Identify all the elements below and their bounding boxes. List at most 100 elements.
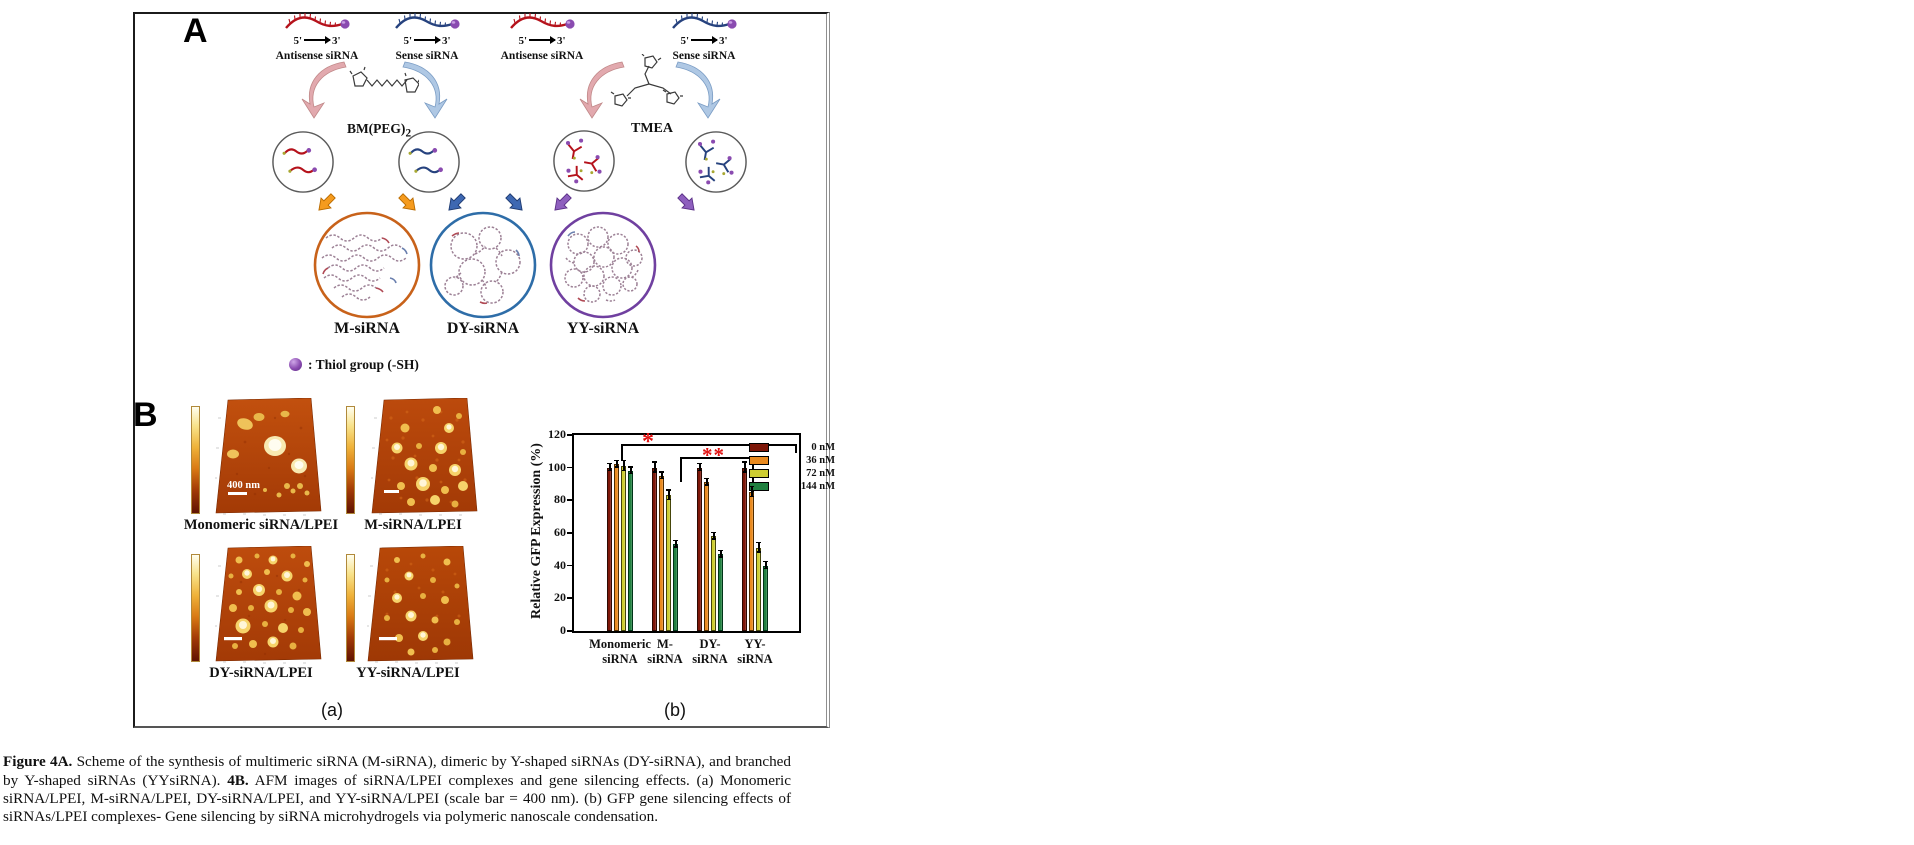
afm-image-m-sirna bbox=[371, 398, 478, 516]
bar-72nM-g3 bbox=[756, 547, 761, 631]
bracket-leg bbox=[795, 444, 797, 453]
error-cap bbox=[711, 538, 716, 540]
three-prime-label: 3' bbox=[332, 35, 341, 47]
strand-name: Antisense siRNA bbox=[275, 50, 359, 62]
block-arrow-blue-icon bbox=[448, 193, 466, 211]
afm-scale-text: 400 nm bbox=[227, 480, 260, 491]
sirna-strand-blue-icon bbox=[672, 13, 737, 29]
error-cap bbox=[621, 459, 626, 462]
bar-36nM-g2 bbox=[704, 482, 709, 631]
afm-label-yy-sirna: YY-siRNA/LPEI bbox=[356, 665, 460, 681]
legend-row: 72 nM bbox=[749, 467, 835, 479]
error-cap bbox=[763, 567, 768, 569]
error-cap bbox=[763, 561, 768, 563]
legend-label: 36 nM bbox=[806, 454, 835, 466]
bar-72nM-g0 bbox=[621, 466, 626, 631]
y-tick-label: 40 bbox=[554, 557, 566, 572]
bar-0nM-g2 bbox=[697, 467, 702, 631]
thiol-sphere-icon bbox=[565, 19, 575, 29]
strand-column-sense-2: 5' 3' Sense siRNA bbox=[642, 12, 766, 62]
error-bar bbox=[668, 490, 670, 501]
y-tick-mark bbox=[567, 434, 574, 436]
x-category-label: M-siRNA bbox=[647, 637, 683, 666]
caption-bold-segment: Figure 4A. bbox=[3, 753, 73, 771]
error-cap bbox=[673, 546, 678, 548]
yshape-antisense-circle-icon bbox=[553, 130, 615, 192]
block-arrow-purple-icon bbox=[677, 193, 695, 211]
block-arrow-purple-icon bbox=[554, 193, 572, 211]
bar-144nM-g2 bbox=[718, 554, 723, 631]
legend-row: 36 nM bbox=[749, 454, 835, 466]
thiol-sphere-icon bbox=[450, 19, 460, 29]
y-tick-mark bbox=[567, 466, 574, 469]
afm-image-yy-sirna bbox=[367, 546, 474, 664]
y-tick-mark bbox=[567, 499, 574, 501]
error-bar bbox=[720, 550, 722, 558]
y-tick-mark bbox=[567, 532, 574, 534]
error-bar bbox=[623, 461, 625, 471]
error-cap bbox=[718, 549, 723, 551]
error-cap bbox=[711, 531, 716, 533]
block-arrow-orange-icon bbox=[318, 193, 336, 211]
gfp-expression-bar-chart: * ** 0 nM 36 nM 72 nM 144 nM 0 20 40 60 80 100 12… bbox=[548, 427, 835, 666]
x-category-label: DY-siRNA bbox=[692, 637, 728, 666]
linker-tmea-label: TMEA bbox=[631, 121, 673, 136]
legend-swatch-icon bbox=[749, 442, 769, 452]
y-tick-mark bbox=[567, 597, 574, 599]
y-tick-mark bbox=[567, 630, 574, 632]
bar-0nM-g3 bbox=[742, 467, 747, 631]
afm-image-dy-sirna bbox=[215, 546, 322, 664]
bar-0nM-g0 bbox=[607, 467, 612, 631]
error-cap bbox=[652, 471, 657, 473]
curved-arrow-blue-icon bbox=[402, 61, 448, 119]
sirna-strand-red-icon bbox=[285, 13, 350, 29]
figure-frame: A 5' 3' Antisense siRNA 5' 3' bbox=[133, 12, 835, 728]
error-cap bbox=[742, 471, 747, 473]
product-label-yy-sirna: YY-siRNA bbox=[566, 320, 640, 337]
bar-144nM-g1 bbox=[673, 544, 678, 631]
error-bar bbox=[661, 472, 663, 480]
caption-segment: Scheme of the synthesis of multimeric si… bbox=[3, 753, 791, 789]
strand-direction: 5' 3' bbox=[403, 35, 451, 47]
afm-label-monomeric: Monomeric siRNA/LPEI bbox=[183, 517, 339, 533]
y-tick-label: 60 bbox=[554, 525, 566, 539]
error-bar bbox=[744, 462, 746, 473]
bar-144nM-g3 bbox=[763, 565, 768, 631]
afm-label-dy-sirna: DY-siRNA/LPEI bbox=[209, 665, 313, 681]
error-cap bbox=[652, 461, 657, 463]
x-category-label: Monomeric siRNA bbox=[589, 637, 651, 666]
yshape-sense-circle-icon bbox=[685, 131, 747, 193]
curved-arrow-blue-icon bbox=[675, 61, 721, 119]
curved-arrow-pink-icon bbox=[301, 61, 347, 119]
figure-caption: Figure 4A. Scheme of the synthesis of mu… bbox=[3, 753, 791, 827]
error-bar bbox=[713, 533, 715, 540]
significance-bracket-2 bbox=[680, 457, 754, 459]
bar-144nM-g0 bbox=[628, 470, 633, 631]
x-category-label: YY-siRNA bbox=[737, 637, 773, 666]
strand-direction: 5' 3' bbox=[255, 36, 379, 48]
legend-label: 72 nM bbox=[806, 467, 835, 479]
monomer-sense-circle-icon bbox=[398, 131, 460, 193]
chart-legend: 0 nM 36 nM 72 nM 144 nM bbox=[749, 441, 835, 493]
panel-b-letter: B bbox=[133, 396, 158, 434]
y-tick-mark bbox=[567, 564, 574, 567]
error-cap bbox=[659, 471, 664, 473]
y-tick-label: 120 bbox=[548, 427, 566, 441]
subpanel-a-label: (a) bbox=[321, 700, 343, 720]
scale-bar-icon bbox=[379, 637, 397, 641]
block-arrow-blue-icon bbox=[505, 193, 523, 211]
error-cap bbox=[614, 466, 619, 468]
error-bar bbox=[654, 462, 656, 473]
error-cap bbox=[742, 461, 747, 463]
error-bar bbox=[751, 487, 753, 498]
direction-arrow-icon bbox=[691, 36, 718, 43]
strand-column-antisense-2: 5' 3' Antisense siRNA bbox=[480, 12, 604, 62]
sirna-strand-blue-icon bbox=[395, 13, 460, 29]
error-cap bbox=[659, 477, 664, 480]
significance-star-2: ** bbox=[702, 443, 725, 467]
legend-label: 144 nM bbox=[800, 480, 835, 492]
legend-row: 144 nM bbox=[749, 480, 835, 492]
error-bar bbox=[616, 461, 618, 468]
bar-36nM-g1 bbox=[659, 475, 664, 631]
